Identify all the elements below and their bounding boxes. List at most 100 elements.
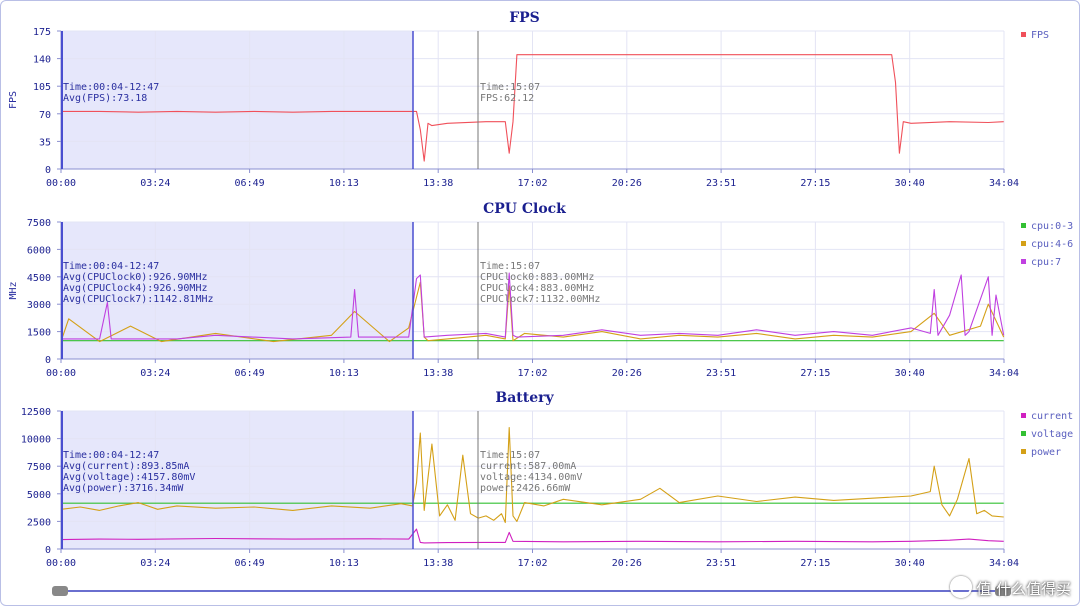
legend-label: cpu:4-6: [1031, 239, 1073, 250]
legend-swatch: [1021, 413, 1026, 418]
cursor-stat: Time:15:07: [480, 261, 540, 272]
x-tick-label: 17:02: [517, 178, 547, 189]
cursor-stat: CPUClock0:883.00MHz: [480, 272, 594, 283]
time-scrollbar: [52, 586, 1011, 596]
legend-label: current: [1031, 411, 1073, 422]
selection-stat: Avg(power):3716.34mW: [63, 483, 184, 494]
watermark: 值 什么值得买: [950, 576, 1071, 599]
cursor-stat: voltage:4134.00mV: [480, 472, 582, 483]
cursor-stat: Time:15:07: [480, 450, 540, 461]
selection-stat: Avg(voltage):4157.80mV: [63, 472, 195, 483]
cursor-stat: CPUClock4:883.00MHz: [480, 283, 594, 294]
selection-stat: Avg(CPUClock7):1142.81MHz: [63, 294, 214, 305]
selection-stat: Avg(CPUClock4):926.90MHz: [63, 283, 208, 294]
x-tick-label: 30:40: [895, 178, 925, 189]
y-tick-label: 35: [39, 137, 51, 148]
selection-stat: Avg(CPUClock0):926.90MHz: [63, 272, 208, 283]
x-tick-label: 27:15: [800, 178, 830, 189]
x-tick-label: 34:04: [989, 368, 1019, 379]
x-tick-label: 17:02: [517, 368, 547, 379]
x-tick-label: 17:02: [517, 558, 547, 569]
legend-label: cpu:0-3: [1031, 221, 1073, 232]
selection-stat: Avg(FPS):73.18: [63, 93, 147, 104]
chart-title: CPU Clock: [483, 201, 566, 217]
x-tick-label: 20:26: [612, 178, 642, 189]
cursor-stat: Time:15:07: [480, 82, 540, 93]
cursor-stat: power:2426.66mW: [480, 483, 571, 494]
legend-label: power: [1031, 447, 1061, 458]
selection-stat: Avg(current):893.85mA: [63, 461, 189, 472]
x-tick-label: 23:51: [706, 558, 736, 569]
series-line-cpu-7: [61, 272, 1005, 340]
x-tick-label: 10:13: [329, 178, 359, 189]
y-tick-label: 0: [45, 165, 51, 176]
scrollbar-handle-left[interactable]: [52, 586, 68, 596]
series-line-power: [60, 427, 1004, 524]
cursor-stat: FPS:62.12: [480, 93, 534, 104]
y-tick-label: 140: [33, 55, 51, 66]
legend-swatch: [1021, 32, 1026, 37]
x-tick-label: 00:00: [46, 558, 76, 569]
x-tick-label: 13:38: [423, 368, 453, 379]
legend-label: cpu:7: [1031, 257, 1061, 268]
y-tick-label: 0: [45, 355, 51, 366]
x-tick-label: 13:38: [423, 178, 453, 189]
x-tick-label: 06:49: [235, 368, 265, 379]
y-tick-label: 0: [45, 545, 51, 556]
watermark-text: 值 什么值得买: [976, 580, 1071, 598]
selection-region: [61, 411, 413, 549]
legend-label: voltage: [1031, 429, 1073, 440]
series-line-fps: [61, 54, 1004, 162]
chart-title: Battery: [495, 390, 554, 406]
x-tick-label: 00:00: [46, 368, 76, 379]
y-tick-label: 70: [39, 110, 51, 121]
y-axis-label: FPS: [8, 91, 19, 109]
x-tick-label: 20:26: [612, 558, 642, 569]
scrollbar-handle-right[interactable]: [995, 586, 1011, 596]
x-tick-label: 03:24: [140, 178, 170, 189]
selection-stat: Time:00:04-12:47: [63, 261, 159, 272]
x-tick-label: 03:24: [140, 368, 170, 379]
y-tick-label: 5000: [27, 490, 51, 501]
y-tick-label: 7500: [27, 218, 51, 229]
legend-label: FPS: [1031, 30, 1049, 41]
legend-swatch: [1021, 241, 1026, 246]
x-tick-label: 00:00: [46, 178, 76, 189]
x-tick-label: 30:40: [895, 368, 925, 379]
y-tick-label: 10000: [21, 435, 51, 446]
y-tick-label: 6000: [27, 245, 51, 256]
selection-stat: Time:00:04-12:47: [63, 450, 159, 461]
y-tick-label: 2500: [27, 517, 51, 528]
x-tick-label: 10:13: [329, 368, 359, 379]
x-tick-label: 03:24: [140, 558, 170, 569]
x-tick-label: 06:49: [235, 178, 265, 189]
series-line-cpu-4-6: [60, 281, 1005, 343]
logo-icon: [950, 576, 973, 598]
y-tick-label: 4500: [27, 273, 51, 284]
y-axis-label: MHz: [8, 281, 19, 299]
series-line-current: [60, 528, 1004, 544]
x-tick-label: 30:40: [895, 558, 925, 569]
x-tick-label: 23:51: [706, 368, 736, 379]
legend-swatch: [1021, 223, 1026, 228]
x-tick-label: 34:04: [989, 178, 1019, 189]
legend-swatch: [1021, 449, 1026, 454]
cursor-stat: current:587.00mA: [480, 461, 576, 472]
selection-region: [61, 31, 413, 169]
y-tick-label: 12500: [21, 407, 51, 418]
selection-stat: Time:00:04-12:47: [63, 82, 159, 93]
y-tick-label: 7500: [27, 462, 51, 473]
legend-swatch: [1021, 259, 1026, 264]
x-tick-label: 06:49: [235, 558, 265, 569]
chart-title: FPS: [509, 10, 540, 26]
chart-panel-1: CPU Clock 0 1500 3000 4500 6000 7500 00:00 03:24…: [8, 201, 1073, 379]
y-tick-label: 105: [33, 82, 51, 93]
x-tick-label: 10:13: [329, 558, 359, 569]
cursor-stat: CPUClock7:1132.00MHz: [480, 294, 600, 305]
x-tick-label: 13:38: [423, 558, 453, 569]
chart-panel-0: FPS 0 35 70 105 140 175 00:00 03:24 06:49 10:13 13:…: [8, 10, 1049, 189]
x-tick-label: 27:15: [800, 368, 830, 379]
y-tick-label: 175: [33, 27, 51, 38]
